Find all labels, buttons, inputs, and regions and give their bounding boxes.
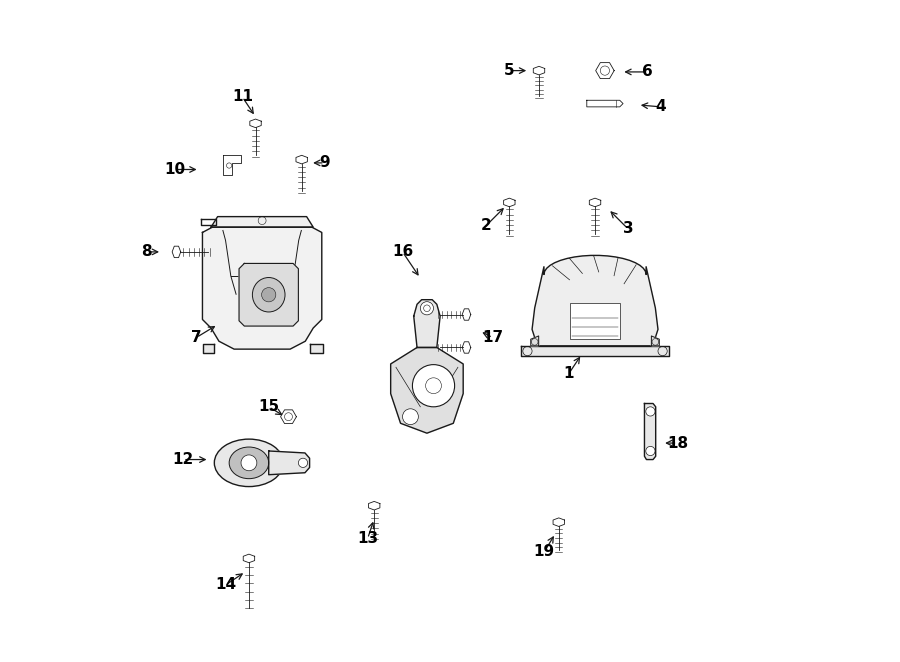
Text: 6: 6: [643, 64, 653, 79]
Polygon shape: [172, 246, 181, 258]
Polygon shape: [296, 156, 308, 164]
Text: 15: 15: [258, 399, 279, 414]
Polygon shape: [504, 198, 515, 207]
Text: 8: 8: [141, 244, 152, 260]
Text: 16: 16: [392, 244, 413, 260]
Circle shape: [646, 446, 655, 455]
Text: 13: 13: [357, 531, 378, 546]
Polygon shape: [463, 308, 471, 320]
Text: 12: 12: [173, 452, 194, 467]
Circle shape: [646, 407, 655, 416]
Text: 4: 4: [655, 99, 666, 115]
Circle shape: [420, 302, 434, 315]
Circle shape: [299, 458, 308, 467]
Polygon shape: [239, 263, 299, 326]
Text: 7: 7: [191, 330, 202, 345]
Polygon shape: [211, 216, 313, 227]
Text: 19: 19: [534, 544, 554, 559]
Polygon shape: [532, 256, 658, 346]
Polygon shape: [534, 66, 544, 75]
Text: 14: 14: [215, 577, 237, 592]
Polygon shape: [250, 119, 261, 128]
Polygon shape: [391, 348, 464, 433]
Polygon shape: [554, 518, 564, 526]
Ellipse shape: [252, 277, 285, 312]
Polygon shape: [590, 198, 600, 207]
Polygon shape: [587, 100, 623, 107]
Polygon shape: [463, 342, 471, 354]
Text: 1: 1: [563, 366, 574, 381]
Text: 3: 3: [623, 221, 634, 236]
Text: 11: 11: [232, 89, 253, 105]
Polygon shape: [222, 155, 241, 175]
Polygon shape: [310, 344, 323, 353]
Polygon shape: [414, 300, 440, 348]
Text: 17: 17: [482, 330, 503, 345]
Polygon shape: [202, 227, 322, 349]
Polygon shape: [644, 404, 656, 459]
Text: 10: 10: [165, 162, 185, 177]
Polygon shape: [201, 219, 216, 224]
Circle shape: [402, 409, 418, 424]
Text: 2: 2: [481, 218, 491, 233]
Text: 18: 18: [667, 436, 688, 451]
Circle shape: [262, 287, 275, 302]
Ellipse shape: [214, 439, 284, 487]
Polygon shape: [269, 451, 310, 475]
Polygon shape: [521, 346, 670, 355]
Circle shape: [241, 455, 256, 471]
Bar: [571, 303, 620, 339]
Polygon shape: [596, 63, 614, 79]
Text: 5: 5: [504, 63, 515, 78]
Polygon shape: [652, 336, 660, 346]
Polygon shape: [203, 344, 214, 353]
Polygon shape: [368, 501, 380, 510]
Polygon shape: [281, 410, 296, 424]
Ellipse shape: [230, 447, 269, 479]
Circle shape: [412, 365, 454, 407]
Text: 9: 9: [320, 156, 330, 170]
Polygon shape: [243, 554, 255, 563]
Polygon shape: [531, 336, 539, 346]
